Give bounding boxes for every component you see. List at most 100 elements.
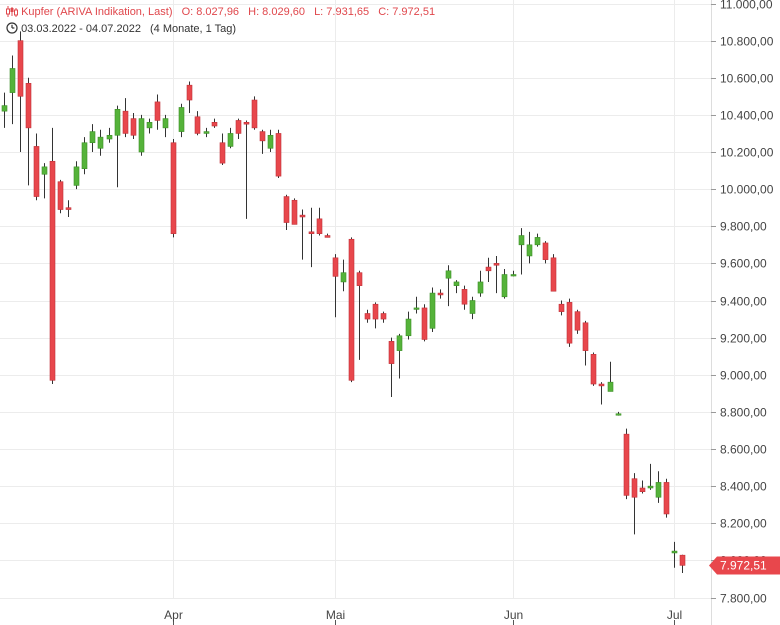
candle-body: [332, 257, 339, 277]
candle-body: [364, 313, 371, 320]
candle-body: [623, 433, 630, 496]
candle-body: [639, 487, 646, 492]
candle-body: [429, 292, 436, 329]
candle-body: [615, 413, 622, 416]
candle-body: [146, 122, 153, 129]
candle-body: [235, 120, 242, 134]
candle-body: [631, 478, 638, 498]
candle-body: [243, 122, 250, 125]
y-tick-label: 9.200,00: [720, 332, 767, 346]
y-tick-label: 8.600,00: [720, 443, 767, 457]
candle-body: [130, 118, 137, 136]
candle-body: [267, 134, 274, 149]
y-tick-label: 10.800,00: [720, 35, 774, 49]
candle-body: [227, 133, 234, 147]
candle-body: [291, 199, 298, 225]
candle-body: [154, 101, 161, 121]
candle-body: [348, 238, 355, 381]
candle-body: [114, 109, 121, 136]
candle-body: [41, 166, 48, 175]
candle-body: [194, 116, 201, 134]
candle-body: [178, 107, 185, 132]
candle-body: [251, 99, 258, 129]
candle-body: [518, 235, 525, 246]
candle-body: [461, 289, 468, 305]
candle-body: [510, 274, 517, 277]
candle-body: [388, 341, 395, 364]
candle-body: [663, 482, 670, 515]
candle-body: [574, 311, 581, 331]
y-tick-label: 8.800,00: [720, 406, 767, 420]
candle-body: [340, 272, 347, 283]
candle-body: [405, 318, 412, 337]
y-tick-label: 9.600,00: [720, 257, 767, 271]
candle-body: [445, 270, 452, 279]
candle-body: [219, 142, 226, 164]
candle-body: [33, 146, 40, 197]
candle-body: [138, 118, 145, 153]
candle-body: [49, 160, 56, 381]
chart-grid: [0, 0, 712, 625]
candle-body: [396, 335, 403, 351]
candle-body: [485, 266, 492, 272]
candle-body: [89, 131, 96, 144]
candle-body: [203, 131, 210, 134]
candle-body: [469, 300, 476, 314]
candle-body: [607, 381, 614, 392]
candle-body: [81, 142, 88, 170]
candle-body: [534, 237, 541, 246]
y-tick-label: 7.800,00: [720, 592, 767, 606]
y-tick-label: 9.400,00: [720, 295, 767, 309]
x-tick-label: Jun: [504, 608, 523, 622]
candle-body: [122, 110, 129, 134]
candle-body: [413, 307, 420, 310]
y-axis: 11.000,00 10.800,00 10.600,00 10.400,00 10.2…: [711, 0, 774, 606]
candle-body: [106, 134, 113, 140]
candle-body: [162, 118, 169, 129]
clock-icon: [6, 22, 18, 34]
y-tick-label: 8.400,00: [720, 480, 767, 494]
candle-body: [97, 136, 104, 149]
y-tick-label: 9.000,00: [720, 369, 767, 383]
candle-body: [259, 131, 266, 142]
candle-body: [57, 181, 64, 210]
y-tick-label: 10.200,00: [720, 146, 774, 160]
candles: [1, 31, 686, 573]
candle-body: [437, 292, 444, 296]
candle-body: [542, 242, 549, 260]
candle-body: [356, 272, 363, 286]
last-price-marker: [709, 556, 780, 575]
candle-body: [211, 122, 218, 127]
y-tick-label: 9.800,00: [720, 220, 767, 234]
candlestick-chart-icon: [6, 6, 18, 17]
x-tick-label: Apr: [164, 608, 183, 622]
candle-body: [582, 322, 589, 351]
open-value: O: 8.027,96: [181, 6, 240, 18]
candle-body: [324, 235, 331, 238]
candle-body: [550, 257, 557, 292]
x-tick-label: Mai: [326, 608, 345, 622]
instrument-name: Kupfer (ARIVA Indikation, Last): [21, 6, 173, 18]
candle-body: [655, 482, 662, 498]
candle-body: [380, 313, 387, 320]
candle-body: [598, 383, 605, 387]
low-value: L: 7.931,65: [314, 6, 370, 18]
candle-body: [501, 274, 508, 298]
candle-body: [299, 214, 306, 218]
candle-body: [477, 281, 484, 294]
high-value: H: 8.029,60: [248, 6, 305, 18]
candle-body: [372, 303, 379, 320]
candle-body: [65, 207, 72, 210]
y-tick-label: 8.200,00: [720, 517, 767, 531]
candle-body: [421, 307, 428, 340]
candle-body: [590, 354, 597, 385]
candle-body: [558, 303, 565, 312]
candle-body: [17, 40, 24, 97]
x-tick-label: Jul: [667, 608, 682, 622]
candle-body: [566, 302, 573, 344]
y-tick-label: 10.600,00: [720, 72, 774, 86]
candle-body: [170, 142, 177, 234]
candle-body: [453, 281, 460, 286]
date-range-row: 03.03.2022 - 04.07.2022 (4 Monate, 1 Tag…: [6, 22, 242, 35]
